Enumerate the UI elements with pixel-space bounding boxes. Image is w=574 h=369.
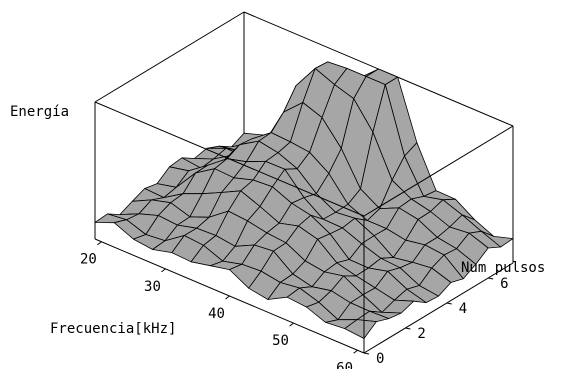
y-tick-mark: [405, 327, 411, 330]
x-tick-mark: [161, 268, 166, 273]
box-edge: [94, 11, 245, 103]
z-axis-label: Energía: [10, 104, 69, 120]
box-edge: [363, 125, 514, 217]
x-axis-label: Frecuencia[kHz]: [50, 321, 176, 337]
x-tick-mark: [225, 295, 230, 300]
surface-patch: [344, 319, 377, 339]
x-tick-label: 40: [208, 306, 225, 322]
y-tick-label: 6: [500, 276, 508, 292]
x-tick-mark: [97, 241, 102, 246]
y-tick-label: 0: [376, 351, 384, 367]
surface-mesh: [94, 61, 514, 339]
x-tick-label: 60: [336, 360, 353, 369]
x-tick-mark: [353, 349, 358, 354]
y-tick-label: 4: [459, 301, 467, 317]
x-tick-label: 50: [272, 333, 289, 349]
x-axis-ticks: 20 30 40 50 60: [80, 241, 358, 369]
x-tick-label: 30: [144, 279, 161, 295]
x-tick-mark: [289, 322, 294, 327]
box-back-edges: [94, 11, 514, 263]
y-tick-mark: [363, 352, 370, 355]
y-axis-label: Num pulsos: [461, 260, 545, 276]
y-tick-label: 2: [417, 326, 425, 342]
y-axis-ticks: 0 2 4 6: [363, 276, 509, 367]
box-edge: [94, 101, 365, 217]
y-tick-mark: [488, 277, 494, 280]
x-tick-label: 20: [80, 252, 97, 268]
y-tick-mark: [446, 302, 452, 305]
